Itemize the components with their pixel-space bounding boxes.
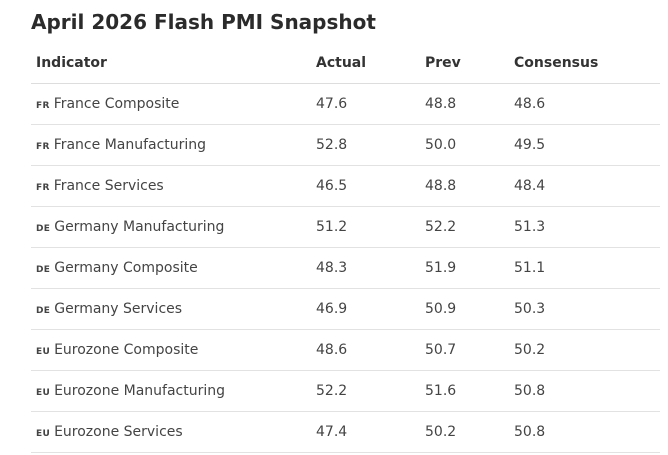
prev-value: 51.9: [420, 247, 509, 289]
country-code: EU: [36, 429, 51, 439]
table-body: FR France Composite 47.6 48.8 48.6 FR France M…: [31, 83, 660, 453]
indicator-name: Eurozone Composite: [54, 342, 199, 358]
country-code: FR: [36, 142, 50, 152]
actual-value: 52.2: [311, 370, 420, 412]
indicator-cell: EU Eurozone Services: [31, 411, 311, 453]
consensus-value: 49.5: [509, 124, 660, 166]
indicator-cell: FR France Manufacturing: [31, 124, 311, 166]
actual-value: 52.8: [311, 124, 420, 166]
country-code: FR: [36, 101, 50, 111]
indicator-cell: DE Germany Manufacturing: [31, 206, 311, 248]
indicator-name: Germany Composite: [54, 260, 198, 276]
indicator-cell: EU Eurozone Manufacturing: [31, 370, 311, 412]
prev-value: 51.6: [420, 370, 509, 412]
prev-value: 50.0: [420, 124, 509, 166]
actual-value: 47.6: [311, 83, 420, 125]
prev-value: 50.7: [420, 329, 509, 371]
table-row: EU Eurozone Manufacturing 52.2 51.6 50.8: [31, 370, 660, 412]
column-header-consensus: Consensus: [509, 42, 660, 84]
table-row: EU Eurozone Services 47.4 50.2 50.8: [31, 411, 660, 453]
column-header-prev: Prev: [420, 42, 509, 84]
indicator-cell: DE Germany Services: [31, 288, 311, 330]
page-title: April 2026 Flash PMI Snapshot: [31, 10, 376, 34]
indicator-name: France Services: [53, 178, 164, 194]
table-row: FR France Manufacturing 52.8 50.0 49.5: [31, 124, 660, 166]
table-row: DE Germany Services 46.9 50.9 50.3: [31, 288, 660, 330]
consensus-value: 50.3: [509, 288, 660, 330]
actual-value: 47.4: [311, 411, 420, 453]
actual-value: 51.2: [311, 206, 420, 248]
actual-value: 48.3: [311, 247, 420, 289]
table-row: EU Eurozone Composite 48.6 50.7 50.2: [31, 329, 660, 371]
consensus-value: 48.4: [509, 165, 660, 207]
prev-value: 50.9: [420, 288, 509, 330]
indicator-name: Eurozone Services: [54, 424, 183, 440]
prev-value: 52.2: [420, 206, 509, 248]
table-row: FR France Services 46.5 48.8 48.4: [31, 165, 660, 207]
header-row: Indicator Actual Prev Consensus: [31, 42, 660, 84]
indicator-name: Germany Services: [54, 301, 183, 317]
country-code: DE: [36, 306, 51, 316]
indicator-name: Germany Manufacturing: [54, 219, 225, 235]
indicator-name: France Composite: [53, 96, 180, 112]
actual-value: 46.9: [311, 288, 420, 330]
consensus-value: 50.2: [509, 329, 660, 371]
table-row: DE Germany Manufacturing 51.2 52.2 51.3: [31, 206, 660, 248]
consensus-value: 50.8: [509, 370, 660, 412]
country-code: DE: [36, 265, 51, 275]
consensus-value: 51.3: [509, 206, 660, 248]
prev-value: 48.8: [420, 83, 509, 125]
actual-value: 48.6: [311, 329, 420, 371]
country-code: EU: [36, 388, 51, 398]
indicator-cell: DE Germany Composite: [31, 247, 311, 289]
actual-value: 46.5: [311, 165, 420, 207]
indicator-cell: FR France Composite: [31, 83, 311, 125]
indicator-name: Eurozone Manufacturing: [54, 383, 226, 399]
country-code: FR: [36, 183, 50, 193]
prev-value: 50.2: [420, 411, 509, 453]
table-header: Indicator Actual Prev Consensus: [31, 42, 660, 84]
consensus-value: 51.1: [509, 247, 660, 289]
country-code: DE: [36, 224, 51, 234]
column-header-actual: Actual: [311, 42, 420, 84]
consensus-value: 50.8: [509, 411, 660, 453]
indicator-name: France Manufacturing: [53, 137, 207, 153]
indicator-cell: FR France Services: [31, 165, 311, 207]
country-code: EU: [36, 347, 51, 357]
prev-value: 48.8: [420, 165, 509, 207]
consensus-value: 48.6: [509, 83, 660, 125]
table-row: FR France Composite 47.6 48.8 48.6: [31, 83, 660, 125]
indicator-cell: EU Eurozone Composite: [31, 329, 311, 371]
column-header-indicator: Indicator: [31, 42, 311, 84]
pmi-table: Indicator Actual Prev Consensus FR France…: [31, 42, 660, 453]
table-row: DE Germany Composite 48.3 51.9 51.1: [31, 247, 660, 289]
